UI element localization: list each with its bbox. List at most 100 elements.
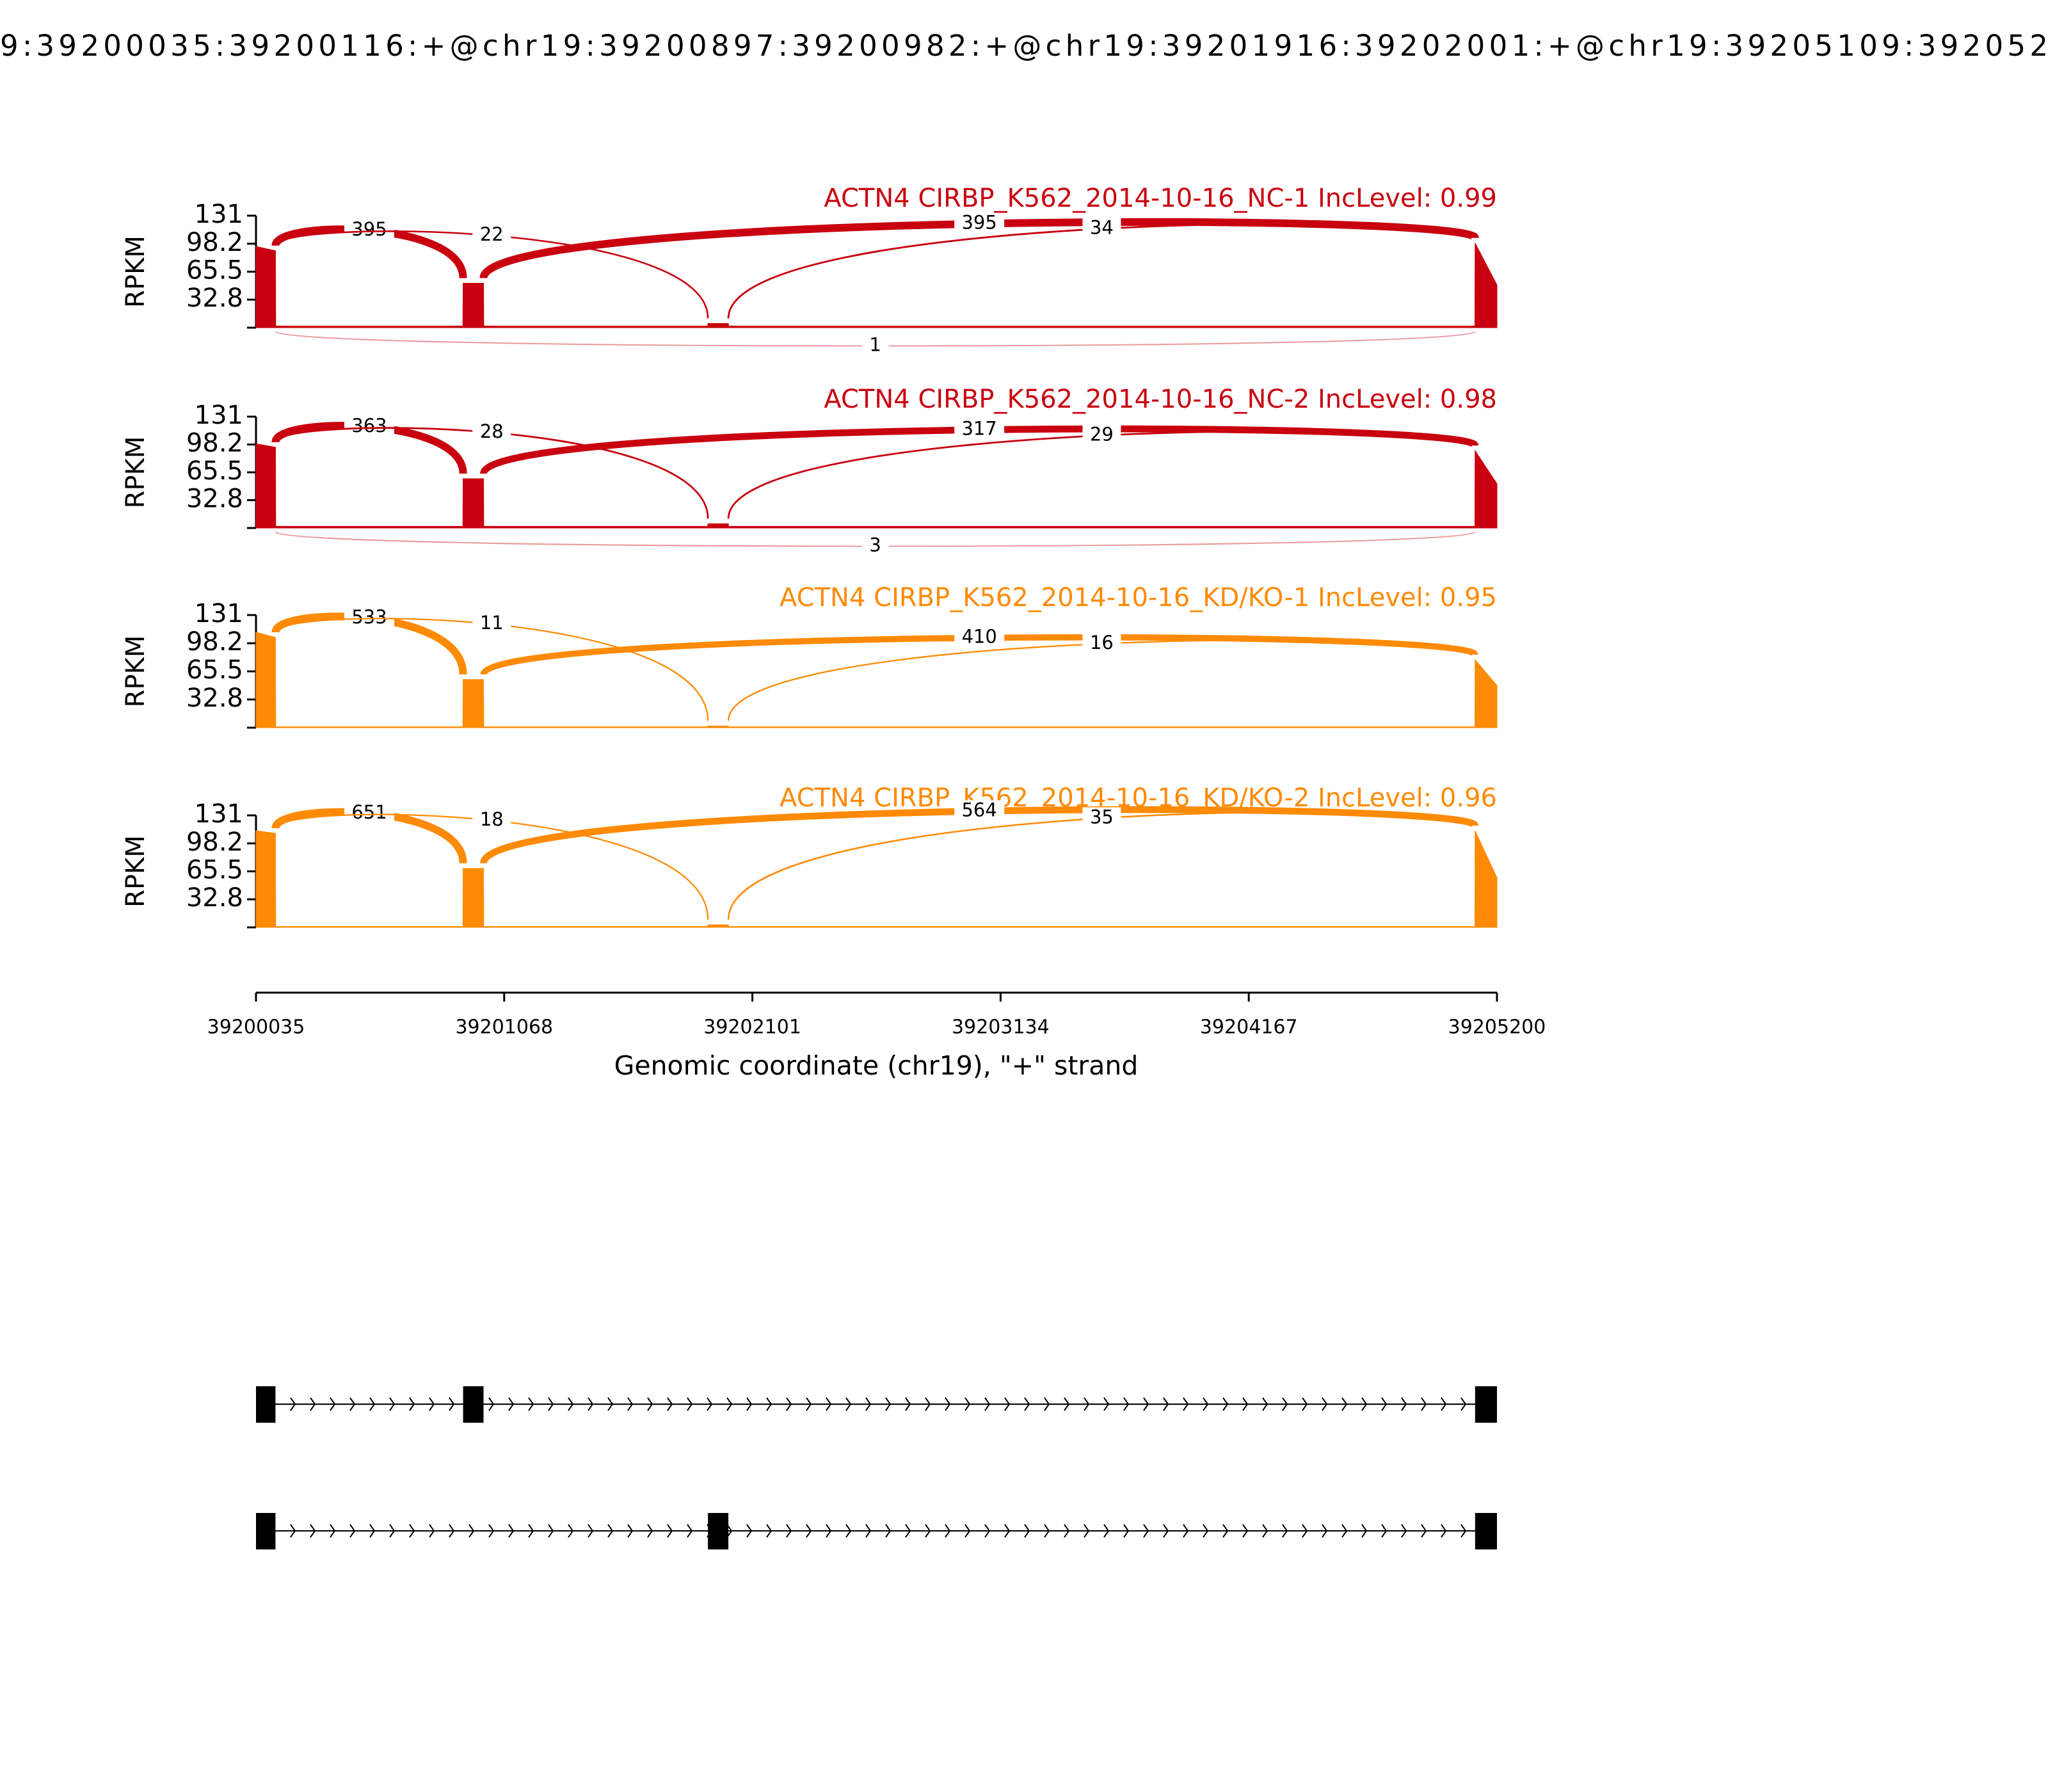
strand-arrow — [1103, 1524, 1110, 1538]
strand-arrow — [568, 1397, 574, 1411]
x-tick-label: 39203134 — [952, 1016, 1050, 1039]
y-tick-label: 98.2 — [186, 627, 243, 657]
strand-arrow — [1341, 1524, 1348, 1538]
strand-arrow — [826, 1524, 832, 1538]
strand-arrow — [627, 1524, 634, 1538]
strand-arrow — [627, 1397, 634, 1411]
strand-arrow — [1203, 1397, 1209, 1411]
junction-label: 35 — [1090, 806, 1114, 828]
strand-arrow — [468, 1524, 475, 1538]
strand-arrow — [905, 1397, 911, 1411]
y-tick-label: 32.8 — [186, 484, 243, 513]
strand-arrow — [1242, 1397, 1249, 1411]
strand-arrow — [1123, 1397, 1130, 1411]
junction-label-bg — [472, 421, 511, 444]
strand-arrow — [1103, 1397, 1110, 1411]
strand-arrow — [409, 1524, 415, 1538]
strand-arrow — [905, 1524, 911, 1538]
y-tick-label: 32.8 — [186, 883, 243, 913]
junction-label: 651 — [351, 801, 387, 823]
junction-label-bg — [954, 800, 1005, 822]
strand-arrow — [349, 1397, 356, 1411]
strand-arrow — [885, 1397, 892, 1411]
coverage-area — [255, 830, 1498, 928]
strand-arrow — [1004, 1524, 1011, 1538]
strand-arrow — [1222, 1524, 1229, 1538]
strand-arrow — [1401, 1397, 1407, 1411]
y-axis-label: RPKM — [121, 236, 150, 308]
strand-arrow — [488, 1524, 495, 1538]
strand-arrow — [548, 1524, 554, 1538]
strand-arrow — [1064, 1524, 1070, 1538]
strand-arrow — [1084, 1524, 1090, 1538]
junction-label-bg — [954, 212, 1005, 235]
junction-label-bg — [1082, 807, 1121, 829]
strand-arrow — [1322, 1397, 1328, 1411]
exon — [256, 1513, 276, 1549]
strand-arrow — [746, 1524, 753, 1538]
junction-label: 29 — [1090, 423, 1114, 445]
exon — [1475, 1513, 1497, 1549]
x-tick-label: 39204167 — [1200, 1016, 1298, 1039]
strand-arrow — [726, 1397, 733, 1411]
strand-arrow — [1421, 1524, 1427, 1538]
junction-label: 3 — [869, 534, 881, 556]
junction-label-bg — [954, 419, 1005, 441]
strand-arrow — [865, 1524, 872, 1538]
y-tick-label: 98.2 — [186, 429, 243, 458]
junction-label: 34 — [1090, 216, 1114, 238]
strand-arrow — [1123, 1524, 1130, 1538]
strand-arrow — [845, 1524, 852, 1538]
strand-arrow — [1302, 1524, 1308, 1538]
strand-arrow — [1222, 1397, 1229, 1411]
strand-arrow — [330, 1524, 336, 1538]
exon — [1475, 1386, 1497, 1423]
strand-arrow — [508, 1397, 515, 1411]
strand-arrow — [964, 1524, 971, 1538]
strand-arrow — [806, 1397, 812, 1411]
junction-label-bg — [1082, 218, 1121, 240]
y-tick-label: 131 — [195, 799, 243, 829]
coverage-area — [255, 632, 1498, 728]
strand-arrow — [1143, 1397, 1149, 1411]
strand-arrow — [746, 1397, 753, 1411]
strand-arrow — [1242, 1524, 1249, 1538]
strand-arrow — [548, 1397, 554, 1411]
junction-label: 11 — [480, 612, 504, 634]
strand-arrow — [429, 1524, 435, 1538]
y-tick-label: 65.5 — [186, 456, 243, 486]
junction-label-bg — [472, 809, 511, 831]
y-axis-label: RPKM — [121, 636, 150, 708]
junction-label-bg — [1082, 632, 1121, 655]
strand-arrow — [508, 1524, 515, 1538]
strand-arrow — [449, 1524, 455, 1538]
y-tick-label: 65.5 — [186, 256, 243, 285]
strand-arrow — [945, 1524, 951, 1538]
x-axis-label: Genomic coordinate (chr19), "+" strand — [614, 1050, 1139, 1081]
strand-arrow — [1302, 1397, 1308, 1411]
exon — [256, 1386, 276, 1423]
strand-arrow — [806, 1524, 812, 1538]
strand-arrow — [290, 1524, 296, 1538]
y-tick-label: 131 — [195, 401, 243, 430]
strand-arrow — [687, 1397, 693, 1411]
strand-arrow — [885, 1524, 892, 1538]
junction-label: 317 — [961, 418, 996, 440]
y-tick-label: 32.8 — [186, 284, 243, 313]
strand-arrow — [964, 1397, 971, 1411]
exon — [708, 1513, 729, 1549]
y-tick-label: 32.8 — [186, 684, 243, 713]
strand-arrow — [1004, 1397, 1011, 1411]
junction-label-bg — [861, 335, 889, 357]
strand-arrow — [1262, 1524, 1268, 1538]
strand-arrow — [528, 1524, 534, 1538]
strand-arrow — [1262, 1397, 1268, 1411]
strand-arrow — [588, 1524, 594, 1538]
strand-arrow — [349, 1524, 356, 1538]
strand-arrow — [488, 1397, 495, 1411]
strand-arrow — [845, 1397, 852, 1411]
strand-arrow — [389, 1397, 396, 1411]
strand-arrow — [667, 1524, 673, 1538]
strand-arrow — [1084, 1397, 1090, 1411]
x-tick-label: 39201068 — [455, 1016, 553, 1039]
